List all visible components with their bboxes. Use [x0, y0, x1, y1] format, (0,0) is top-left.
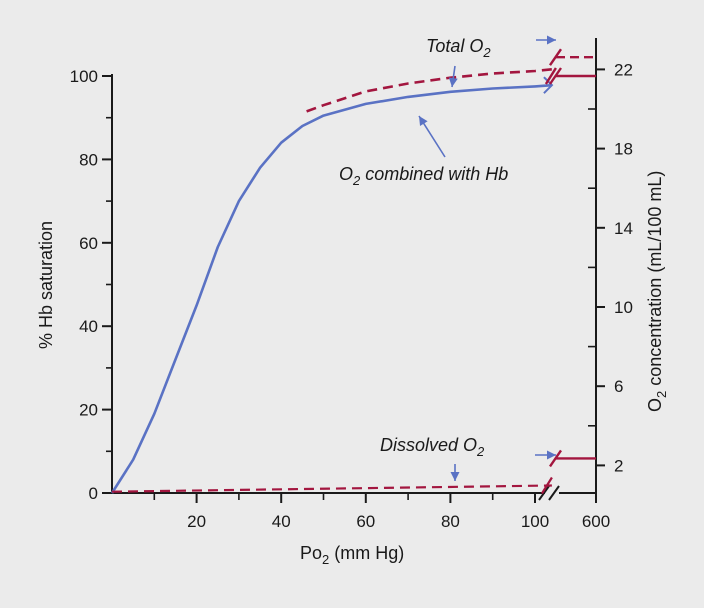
x-axis-break-mark	[548, 485, 560, 501]
annotation-o2-combined-with-hb: O2 combined with Hb	[339, 164, 508, 188]
bottom-tick-label: 60	[356, 512, 375, 531]
right-tick-label: 2	[614, 456, 623, 475]
left-tick-label: 80	[79, 150, 98, 169]
break-mark	[549, 67, 562, 85]
annotation-total-o2: Total O2	[426, 36, 491, 60]
total-o2-curve	[306, 68, 553, 113]
x-axis-break-mark	[538, 485, 550, 501]
annotation-total-side-arrow-head	[547, 35, 556, 45]
annotation-dissolved-side-arrow-head	[547, 450, 556, 460]
left-tick-label: 20	[79, 401, 98, 420]
annotation-hb-arrow-head	[419, 116, 428, 127]
left-tick-label: 100	[70, 67, 98, 86]
labels-group: 0 20 40 60 80 100 2 6 10 14 18 22 20 40 60 80 100 600 % Hb…	[36, 35, 669, 567]
break-mark	[540, 476, 553, 495]
x-axis-title: Po2 (mm Hg)	[300, 543, 404, 567]
series-group	[110, 48, 596, 495]
annotation-dissolved-o2: Dissolved O2	[380, 435, 485, 459]
y-axis-left-title: % Hb saturation	[36, 221, 56, 349]
break-mark	[544, 67, 557, 85]
right-tick-label: 18	[614, 140, 633, 159]
annotation-total-arrow-head	[448, 77, 458, 87]
break-mark	[549, 48, 562, 66]
bottom-tick-label: 100	[521, 512, 549, 531]
bottom-tick-label: 40	[272, 512, 291, 531]
left-tick-label: 40	[79, 317, 98, 336]
break-mark	[549, 449, 562, 468]
bottom-tick-label-600: 600	[582, 512, 610, 531]
bottom-tick-label: 20	[187, 512, 206, 531]
annotation-dissolved-arrow-head	[450, 472, 460, 481]
hb-saturation-curve	[110, 83, 552, 494]
right-tick-label: 14	[614, 219, 633, 238]
right-tick-label: 10	[614, 298, 633, 317]
hb-curve-end-marker	[543, 76, 554, 94]
right-tick-label: 22	[614, 60, 633, 79]
y-axis-right-title: O2 concentration (mL/100 mL)	[645, 171, 669, 412]
dissolved-o2-curve	[111, 484, 552, 493]
left-tick-label: 60	[79, 234, 98, 253]
bottom-tick-label: 80	[441, 512, 460, 531]
axes	[102, 38, 605, 503]
right-tick-label: 6	[614, 377, 623, 396]
left-tick-label: 0	[89, 484, 98, 503]
